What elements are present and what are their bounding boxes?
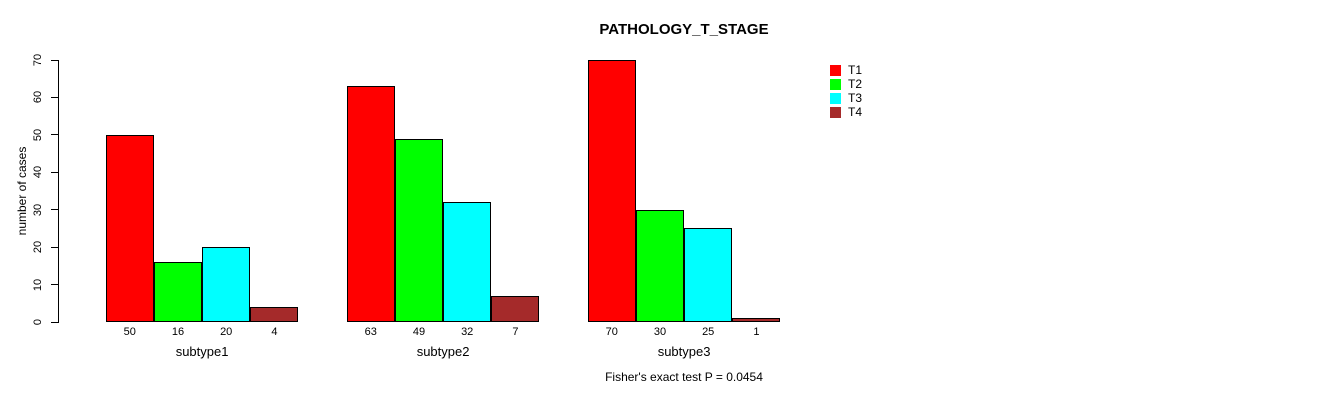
- chart-title: PATHOLOGY_T_STAGE: [599, 21, 769, 38]
- legend-swatch-T3: [830, 92, 841, 104]
- y-axis-tick-label: 40: [32, 166, 44, 179]
- y-axis-tick: [51, 284, 58, 286]
- bar-T3-subtype1: [202, 247, 251, 322]
- y-axis-tick-label: 60: [32, 91, 44, 104]
- bar-T2-subtype1: [153, 262, 203, 322]
- x-category-label: subtype1: [175, 344, 229, 359]
- y-axis-tick-label: 70: [32, 53, 44, 67]
- bar-value-label: 4: [271, 326, 278, 338]
- y-axis-line: [58, 60, 59, 323]
- bar-T2-subtype3: [635, 209, 685, 322]
- annotation-text: Fisher's exact test P = 0.0454: [605, 370, 763, 384]
- bar-T4-subtype2: [491, 295, 540, 322]
- y-axis-tick: [51, 321, 58, 323]
- y-axis-tick: [51, 171, 58, 173]
- y-axis-tick-label: 30: [32, 203, 44, 216]
- legend-item-T3: T3: [830, 91, 862, 105]
- legend-label: T4: [848, 105, 863, 119]
- bar-value-label: 50: [123, 326, 136, 338]
- bar-T4-subtype3: [732, 318, 781, 322]
- bar-value-label: 25: [702, 326, 715, 338]
- bar-T4-subtype1: [250, 307, 299, 322]
- bar-value-label: 7: [512, 326, 519, 338]
- bar-value-label: 16: [171, 326, 185, 338]
- bar-value-label: 49: [412, 326, 426, 338]
- bar-T1-subtype1: [105, 134, 154, 322]
- legend-item-T4: T4: [830, 105, 862, 119]
- legend-label: T1: [848, 63, 863, 77]
- y-axis-tick: [51, 59, 58, 61]
- legend-swatch-T4: [830, 106, 841, 118]
- bar-value-label: 30: [653, 326, 667, 338]
- legend-item-T1: T1: [830, 63, 862, 77]
- y-axis-tick-label: 10: [32, 278, 44, 291]
- bar-T2-subtype2: [394, 138, 444, 322]
- bar-T3-subtype2: [443, 202, 492, 322]
- y-axis-tick-label: 20: [32, 241, 44, 254]
- legend-swatch-T1: [830, 64, 841, 76]
- legend: T1 T2 T3 T4: [830, 63, 862, 119]
- y-axis-tick-label: 50: [32, 128, 44, 141]
- y-axis-tick: [51, 96, 58, 98]
- bar-T1-subtype3: [587, 60, 636, 322]
- x-category-label: subtype3: [657, 344, 711, 359]
- y-axis-label: number of cases: [15, 146, 29, 236]
- legend-swatch-T2: [830, 78, 841, 90]
- x-category-label: subtype2: [416, 344, 470, 359]
- legend-label: T2: [848, 77, 863, 91]
- bar-value-label: 32: [461, 326, 474, 338]
- legend-label: T3: [848, 91, 863, 105]
- bar-T1-subtype2: [346, 86, 395, 322]
- y-axis-tick-label: 0: [32, 318, 44, 326]
- bar-T3-subtype3: [684, 228, 733, 322]
- bar-value-label: 1: [753, 326, 760, 338]
- bar-value-label: 70: [605, 326, 618, 338]
- y-axis-tick: [51, 246, 58, 248]
- bar-value-label: 63: [364, 326, 377, 338]
- y-axis-tick: [51, 134, 58, 136]
- y-axis-tick: [51, 209, 58, 211]
- bar-value-label: 20: [220, 326, 233, 338]
- legend-item-T2: T2: [830, 77, 862, 91]
